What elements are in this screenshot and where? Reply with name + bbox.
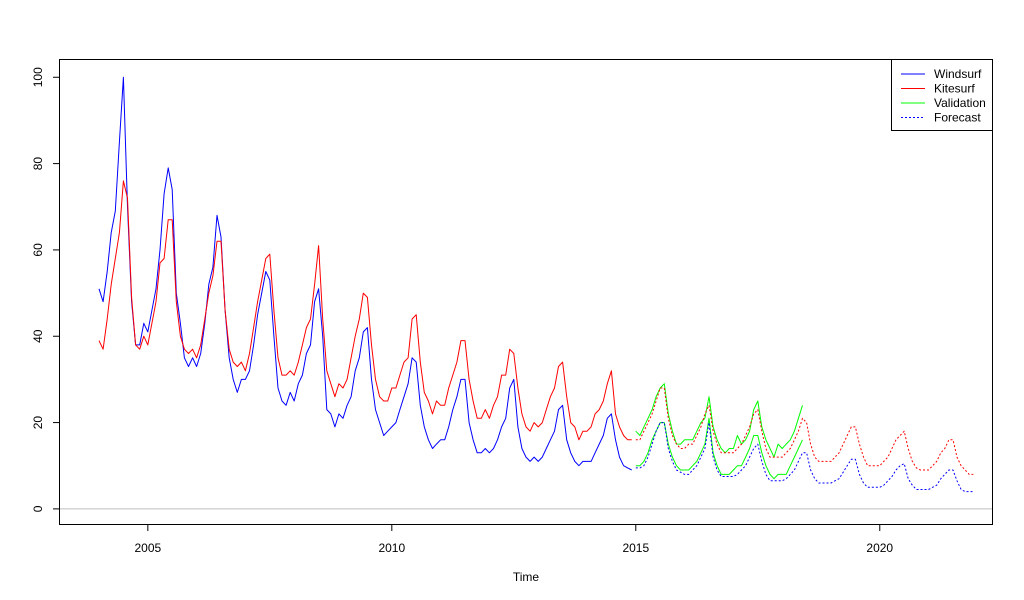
series-line-forecast-windsurf [635, 422, 974, 493]
y-tick-label: 80 [31, 157, 45, 171]
legend-label-validation: Validation [934, 96, 986, 110]
series-line-kitesurf [98, 180, 632, 441]
series-line-forecast-kitesurf [635, 387, 974, 475]
series-line-windsurf [98, 76, 632, 471]
x-tick-label: 2020 [866, 541, 893, 555]
y-axis: 0 20 40 60 80 100 [31, 67, 60, 512]
x-tick-label: 2010 [378, 541, 405, 555]
y-tick-label: 0 [31, 505, 45, 512]
x-tick-label: 2005 [134, 541, 161, 555]
y-tick-label: 20 [31, 416, 45, 430]
y-tick-label: 100 [31, 67, 45, 87]
y-tick-label: 60 [31, 243, 45, 257]
x-tick-label: 2015 [622, 541, 649, 555]
series-line-validation-windsurf [635, 417, 803, 480]
legend-label-windsurf: Windsurf [934, 67, 982, 81]
legend-label-forecast: Forecast [934, 111, 981, 125]
series-line-validation-kitesurf [635, 383, 803, 458]
legend-box [891, 59, 993, 131]
plot-frame [59, 59, 993, 525]
x-axis-label: Time [513, 570, 540, 584]
legend-label-kitesurf: Kitesurf [934, 82, 975, 96]
x-axis: 2005 2010 2015 2020 [134, 524, 893, 555]
series-layer [98, 76, 974, 493]
y-tick-label: 40 [31, 329, 45, 343]
